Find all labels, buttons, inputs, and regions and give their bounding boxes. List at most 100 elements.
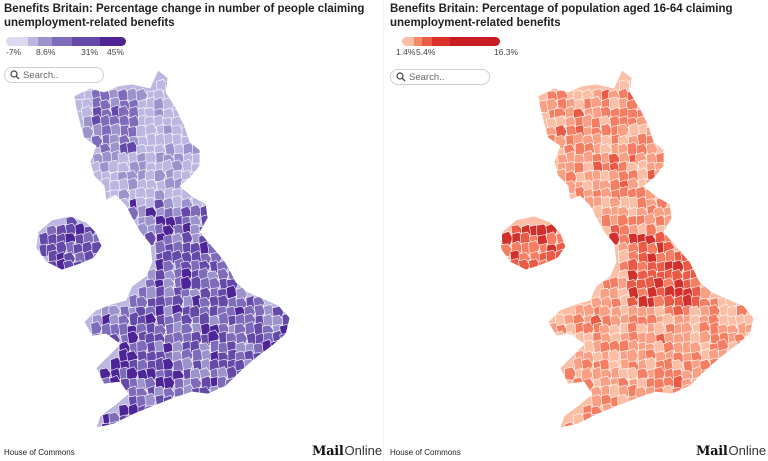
region-area[interactable] bbox=[626, 269, 639, 283]
right-legend-bar bbox=[402, 37, 532, 46]
left-search-input[interactable] bbox=[23, 69, 103, 81]
region-area[interactable] bbox=[591, 413, 604, 427]
region-area[interactable] bbox=[608, 348, 621, 364]
legend-tick: -7% bbox=[6, 47, 22, 57]
right-choropleth-map[interactable] bbox=[384, 60, 768, 440]
region-area[interactable] bbox=[225, 284, 239, 300]
legend-tick: 16.3% bbox=[494, 47, 519, 57]
region-area[interactable] bbox=[618, 248, 631, 264]
region-area[interactable] bbox=[600, 106, 613, 120]
region-area[interactable] bbox=[646, 142, 659, 157]
legend-swatch bbox=[432, 37, 450, 46]
region-area[interactable] bbox=[627, 177, 640, 192]
region-area[interactable] bbox=[708, 304, 721, 319]
region-area[interactable] bbox=[181, 356, 194, 372]
legend-swatch bbox=[402, 37, 414, 46]
region-area[interactable] bbox=[236, 368, 249, 384]
region-area[interactable] bbox=[699, 330, 712, 345]
region-area[interactable] bbox=[653, 340, 666, 355]
legend-tick: 31% bbox=[81, 47, 99, 57]
left-search-box[interactable] bbox=[4, 67, 104, 83]
region-area[interactable] bbox=[611, 405, 624, 419]
region-area[interactable] bbox=[162, 357, 175, 372]
region-area[interactable] bbox=[190, 171, 203, 185]
region-area[interactable] bbox=[135, 296, 149, 310]
region-area[interactable] bbox=[136, 339, 149, 354]
coastline bbox=[73, 69, 291, 429]
left-map-title: Benefits Britain: Percentage change in n… bbox=[4, 3, 365, 29]
region-area[interactable] bbox=[153, 168, 167, 183]
legend-tick: 1.4% bbox=[396, 47, 416, 57]
region-area[interactable] bbox=[555, 115, 568, 130]
region-area[interactable] bbox=[253, 304, 266, 319]
region-area[interactable] bbox=[545, 98, 559, 112]
region-area[interactable] bbox=[644, 356, 657, 372]
region-area[interactable] bbox=[653, 294, 666, 310]
region-area[interactable] bbox=[154, 240, 167, 255]
region-area[interactable] bbox=[117, 151, 130, 166]
left-choropleth-map[interactable] bbox=[0, 60, 384, 440]
region-area[interactable] bbox=[554, 124, 568, 139]
region-area[interactable] bbox=[628, 122, 641, 138]
region-area[interactable] bbox=[700, 368, 713, 383]
region-area[interactable] bbox=[663, 294, 676, 309]
right-search-box[interactable] bbox=[390, 69, 490, 85]
region-area[interactable] bbox=[235, 331, 248, 347]
region-area[interactable] bbox=[736, 339, 750, 355]
region-area[interactable] bbox=[745, 331, 758, 345]
region-area[interactable] bbox=[591, 394, 604, 409]
region-area[interactable] bbox=[198, 161, 211, 176]
region-area[interactable] bbox=[645, 331, 658, 346]
right-map-panel: Benefits Britain: Percentage of populati… bbox=[384, 0, 768, 461]
legend-tick: 5.4% bbox=[416, 47, 436, 57]
legend-tick: 45% bbox=[107, 47, 125, 57]
mailonline-logo: MailOnline bbox=[312, 443, 383, 459]
panel-divider bbox=[383, 0, 384, 461]
region-area[interactable] bbox=[691, 376, 704, 392]
region-area[interactable] bbox=[243, 358, 256, 373]
region-area[interactable] bbox=[93, 252, 106, 266]
left-map-panel: Benefits Britain: Percentage change in n… bbox=[0, 3, 384, 459]
region-area[interactable] bbox=[528, 240, 541, 255]
region-area[interactable] bbox=[163, 376, 176, 391]
region-area[interactable] bbox=[681, 383, 694, 399]
coastline bbox=[499, 215, 567, 271]
region-area[interactable] bbox=[653, 366, 666, 381]
legend-swatch bbox=[52, 37, 72, 46]
region-area[interactable] bbox=[181, 230, 194, 246]
left-legend-ticks: -7% 8.6% 31% 45% bbox=[6, 47, 126, 59]
region-area[interactable] bbox=[126, 330, 140, 345]
region-area[interactable] bbox=[545, 231, 558, 247]
legend-swatch bbox=[414, 37, 422, 46]
right-search-input[interactable] bbox=[409, 71, 489, 83]
legend-swatch bbox=[38, 37, 52, 46]
region-area[interactable] bbox=[626, 366, 640, 381]
region-area[interactable] bbox=[190, 204, 203, 219]
right-map-title: Benefits Britain: Percentage of populati… bbox=[390, 3, 733, 29]
region-area[interactable] bbox=[172, 330, 185, 346]
region-area[interactable] bbox=[501, 230, 514, 246]
region-area[interactable] bbox=[600, 123, 613, 138]
region-area[interactable] bbox=[636, 367, 650, 382]
coastline bbox=[537, 69, 755, 429]
right-color-legend: 1.4% 5.4% 16.3% bbox=[396, 37, 532, 59]
search-icon bbox=[396, 72, 406, 82]
legend-swatch bbox=[72, 37, 100, 46]
region-area[interactable] bbox=[582, 303, 596, 319]
legend-swatch bbox=[422, 37, 432, 46]
region-area[interactable] bbox=[217, 294, 230, 310]
region-area[interactable] bbox=[109, 179, 122, 194]
region-area[interactable] bbox=[279, 332, 292, 347]
search-icon bbox=[10, 70, 20, 80]
region-area[interactable] bbox=[554, 248, 567, 264]
region-area[interactable] bbox=[144, 392, 157, 408]
region-area[interactable] bbox=[90, 320, 103, 336]
region-area[interactable] bbox=[709, 357, 722, 372]
legend-swatch bbox=[450, 37, 500, 46]
left-color-legend: -7% 8.6% 31% 45% bbox=[6, 37, 126, 59]
region-area[interactable] bbox=[627, 257, 640, 273]
region-area[interactable] bbox=[653, 321, 666, 337]
region-area[interactable] bbox=[235, 286, 248, 302]
legend-tick: 8.6% bbox=[36, 47, 56, 57]
region-area[interactable] bbox=[164, 142, 177, 157]
